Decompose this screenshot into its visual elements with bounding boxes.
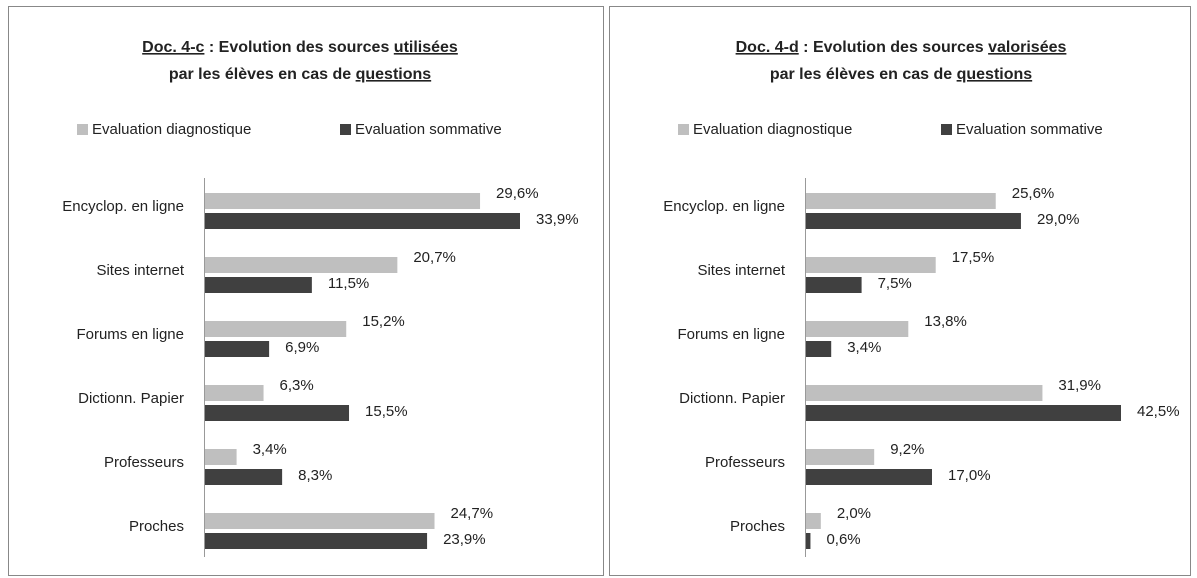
title-part: valorisées: [988, 39, 1066, 56]
legend-label: Evaluation sommative: [956, 121, 1103, 138]
bar: [205, 277, 312, 293]
title-part: par les élèves en cas de: [770, 66, 957, 83]
data-label: 15,5%: [365, 403, 408, 420]
legend-label: Evaluation sommative: [355, 121, 502, 138]
category-label: Dictionn. Papier: [679, 390, 785, 407]
bar: [806, 277, 862, 293]
bar: [205, 449, 237, 465]
bar: [806, 257, 936, 273]
category-label: Proches: [730, 518, 785, 535]
bar: [806, 513, 821, 529]
chart-title: Doc. 4-c : Evolution des sources utilisé…: [142, 39, 458, 56]
category-label: Professeurs: [104, 454, 184, 471]
data-label: 3,4%: [847, 339, 881, 356]
panel-border: [609, 6, 1191, 576]
title-part: utilisées: [394, 39, 458, 56]
data-label: 6,9%: [285, 339, 319, 356]
bar: [205, 321, 347, 337]
category-label: Encyclop. en ligne: [62, 198, 184, 215]
bar: [205, 385, 264, 401]
data-label: 42,5%: [1137, 403, 1180, 420]
title-part: : Evolution des sources: [799, 39, 988, 56]
chart-title: Doc. 4-d : Evolution des sources valoris…: [736, 39, 1067, 56]
bar: [806, 533, 811, 549]
data-label: 15,2%: [362, 313, 405, 330]
panel-border: [8, 6, 604, 576]
legend-label: Evaluation diagnostique: [92, 121, 251, 138]
legend-swatch: [77, 124, 88, 135]
bar: [205, 469, 283, 485]
title-part: Doc. 4-d: [736, 39, 799, 56]
data-label: 9,2%: [890, 441, 924, 458]
bar: [806, 469, 932, 485]
bar: [205, 213, 520, 229]
title-part: questions: [957, 66, 1033, 83]
bar: [205, 193, 481, 209]
bar: [806, 213, 1021, 229]
bar: [205, 513, 435, 529]
bar: [806, 321, 909, 337]
bar: [205, 533, 428, 549]
category-label: Forums en ligne: [677, 326, 785, 343]
bar: [806, 341, 832, 357]
legend-swatch: [678, 124, 689, 135]
bar: [806, 193, 996, 209]
bar: [205, 405, 350, 421]
data-label: 6,3%: [280, 377, 314, 394]
data-label: 25,6%: [1012, 185, 1055, 202]
title-part: questions: [356, 66, 432, 83]
bar: [806, 449, 875, 465]
data-label: 23,9%: [443, 531, 486, 548]
category-label: Proches: [129, 518, 184, 535]
category-label: Sites internet: [96, 262, 184, 279]
bar: [205, 341, 270, 357]
data-label: 31,9%: [1058, 377, 1101, 394]
title-part: Doc. 4-c: [142, 39, 204, 56]
chart-title: par les élèves en cas de questions: [770, 66, 1032, 83]
data-label: 0,6%: [826, 531, 860, 548]
title-part: par les élèves en cas de: [169, 66, 356, 83]
data-label: 20,7%: [413, 249, 456, 266]
title-part: : Evolution des sources: [204, 39, 393, 56]
data-label: 7,5%: [878, 275, 912, 292]
data-label: 24,7%: [451, 505, 494, 522]
legend-swatch: [340, 124, 351, 135]
legend-label: Evaluation diagnostique: [693, 121, 852, 138]
data-label: 29,6%: [496, 185, 539, 202]
data-label: 17,0%: [948, 467, 991, 484]
bar: [205, 257, 398, 273]
data-label: 17,5%: [952, 249, 995, 266]
data-label: 2,0%: [837, 505, 871, 522]
category-label: Forums en ligne: [76, 326, 184, 343]
category-label: Encyclop. en ligne: [663, 198, 785, 215]
category-label: Professeurs: [705, 454, 785, 471]
bar: [806, 385, 1043, 401]
bar: [806, 405, 1121, 421]
chart-title: par les élèves en cas de questions: [169, 66, 431, 83]
data-label: 8,3%: [298, 467, 332, 484]
data-label: 13,8%: [924, 313, 967, 330]
data-label: 33,9%: [536, 211, 579, 228]
data-label: 29,0%: [1037, 211, 1080, 228]
data-label: 11,5%: [328, 275, 369, 292]
data-label: 3,4%: [253, 441, 287, 458]
category-label: Sites internet: [697, 262, 785, 279]
legend-swatch: [941, 124, 952, 135]
category-label: Dictionn. Papier: [78, 390, 184, 407]
